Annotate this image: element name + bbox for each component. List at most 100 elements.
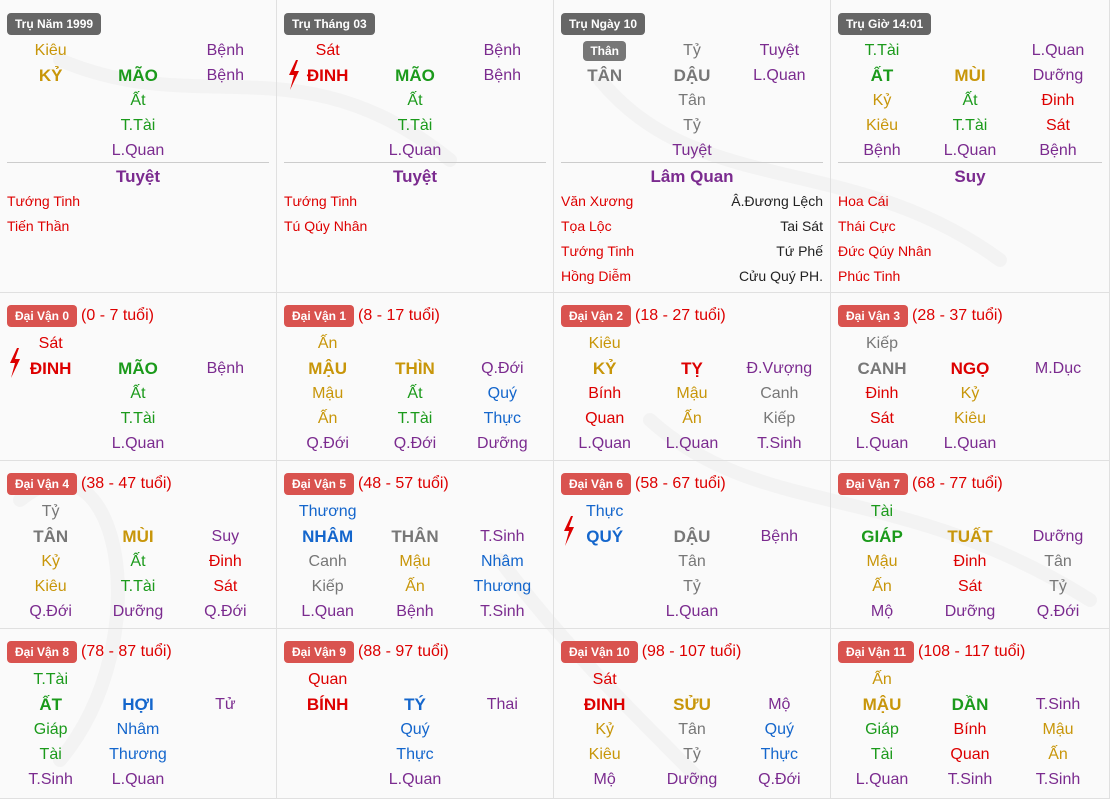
chart-value: Q.Đới [481,360,524,377]
chart-value: Kiếp [865,335,899,352]
chart-value: Ất [407,385,423,402]
age-range: (68 - 77 tuổi) [912,474,1003,492]
chart-value: Thương [473,578,532,595]
age-range: (48 - 57 tuổi) [358,474,449,492]
star-row: Tướng Tinh Tứ Phế [561,239,823,264]
chart-value [561,88,648,113]
chart-value: Tử [215,696,236,713]
stem-branch-columns: Kiếp CANH Đinh Sát L.Quan NGỌ Kỷ Kiêu L.Quan M.Dụ… [838,331,1102,456]
column-2: TỴ Mậu Ấn L.Quan [648,331,735,456]
chart-value: Sát [213,578,238,595]
star-left: Đức Qúy Nhân [838,243,932,259]
pillar-cell: Trụ Tháng 03 Sát ĐINH MÃO Ất T.Tài L.Quan Bệnh B… [277,0,554,293]
chart-value: L.Quan [388,142,442,159]
chart-value: Tỷ [683,117,701,134]
dai-van-badge: Đại Vận 7 [838,473,909,495]
chart-value: Đinh [953,553,987,570]
column-1: Kiếp CANH Đinh Sát L.Quan [838,331,926,456]
chart-value: Quý [400,721,430,738]
column-2: HỢI Nhâm Thương L.Quan [94,667,181,792]
star-row: Đức Qúy Nhân [838,239,1102,264]
chart-value: Bính [588,385,622,402]
dai-van-header: Đại Vận 5 (48 - 57 tuổi) [284,473,449,495]
chart-value: Tỷ [683,42,701,59]
than-badge: Thân [583,41,626,61]
star-list: Hoa Cái Thái Cực Đức Qúy Nhân Phúc Tinh [838,189,1102,289]
chart-value: M.Dục [1034,360,1082,377]
chart-value [284,88,371,113]
stem-branch-label: TÂN [33,527,69,546]
stem-branch-label: MẬU [862,695,902,714]
star-row: Thái Cực [838,214,1102,239]
column-3: Mộ Quý Thực Q.Đới [736,667,823,792]
chart-value: Kiêu [588,746,621,763]
chart-value: Thực [396,746,434,763]
chart-value: Nhâm [480,553,524,570]
chart-value: Mộ [870,603,894,620]
stem-branch-label: ĐINH [306,66,349,85]
chart-value: Tài [870,746,894,763]
chart-value [459,717,546,742]
star-left: Tướng Tinh [561,243,635,259]
dai-van-badge: Đại Vận 10 [561,641,638,663]
chart-value: Quan [585,410,625,427]
chart-value: Đinh [1041,92,1075,109]
dai-van-header: Đại Vận 4 (38 - 47 tuổi) [7,473,172,495]
stem-branch-columns: Thương NHÂM Canh Kiếp L.Quan THÂN Mậu Ấn Bệnh T.S… [284,499,546,624]
chart-value: Kỷ [960,385,980,402]
column-3: Dưỡng Tân Tỷ Q.Đới [1014,499,1102,624]
column-3: L.Quan Dưỡng Đinh Sát Bệnh [1014,38,1102,163]
divider [284,162,546,163]
age-range: (18 - 27 tuổi) [635,306,726,324]
stem-branch-columns: Sát ĐINH MÃO Ất T.Tài L.Quan Bệnh [7,331,269,456]
column-3: Q.Đới Quý Thực Dưỡng [459,331,546,456]
column-3: Tử [182,667,269,792]
chart-value: Mậu [312,385,344,402]
chart-value [182,767,269,792]
stem-branch-label: MÃO [118,66,158,85]
life-stage: Suy [954,167,986,186]
chart-value [182,138,269,163]
lightning-bolt-icon [564,516,574,546]
chart-value: Ấn [317,410,338,427]
chart-value: Bệnh [206,42,244,59]
dai-van-header: Đại Vận 2 (18 - 27 tuổi) [561,305,726,327]
chart-value [561,549,648,574]
stem-branch-label: TÝ [404,695,426,714]
stem-branch-columns: Sát ĐINH MÃO Ất T.Tài L.Quan Bệnh Bệnh [284,38,546,163]
chart-value: T.Tài [397,117,433,134]
star-right: Â.Đương Lệch [731,193,823,209]
chart-value [459,113,546,138]
chart-value: Kiêu [953,410,987,427]
stem-branch-label: HỢI [122,695,154,714]
pillar-title: Trụ Tháng 03 [284,13,375,35]
column-3: Bệnh [182,331,269,456]
stem-branch-label: ẤT [870,66,894,85]
star-row: Tọa Lộc Tai Sát [561,214,823,239]
chart-value: T.Tài [864,42,900,59]
chart-value: Ất [130,385,146,402]
column-1: Tỷ TÂN Kỷ Kiêu Q.Đới [7,499,94,624]
stem-branch-columns: Tài GIÁP Mậu Ấn Mộ TUẤT Đinh Sát Dưỡng Dưỡng Tân Tỷ… [838,499,1102,624]
stem-branch-label: SỬU [673,695,711,714]
star-left: Tướng Tinh [284,193,358,209]
chart-value: Bệnh [396,603,434,620]
chart-value: T.Sinh [28,771,73,788]
chart-value: L.Quan [665,435,719,452]
chart-value: Q.Đới [1036,603,1080,620]
chart-value: Sát [38,335,63,352]
chart-value: Dưỡng [666,771,718,788]
column-2: DẬU Tân Tỷ L.Quan [648,499,735,624]
stem-branch-label: DẬU [673,66,711,85]
chart-value [371,667,458,692]
stem-branch-columns: Tỷ TÂN Kỷ Kiêu Q.Đới MÙI Ất T.Tài Dưỡng Suy Đinh Sá… [7,499,269,624]
dai-van-badge: Đại Vận 0 [7,305,78,327]
star-row: Phúc Tinh [838,264,1102,289]
stem-branch-label: TUẤT [947,527,993,546]
chart-value [371,331,458,356]
column-1: T.Tài ẤT Giáp Tài T.Sinh [7,667,94,792]
dai-van-badge: Đại Vận 6 [561,473,632,495]
chart-value [736,667,823,692]
chart-value: Thực [483,410,522,427]
column-1: Tài GIÁP Mậu Ấn Mộ [838,499,926,624]
